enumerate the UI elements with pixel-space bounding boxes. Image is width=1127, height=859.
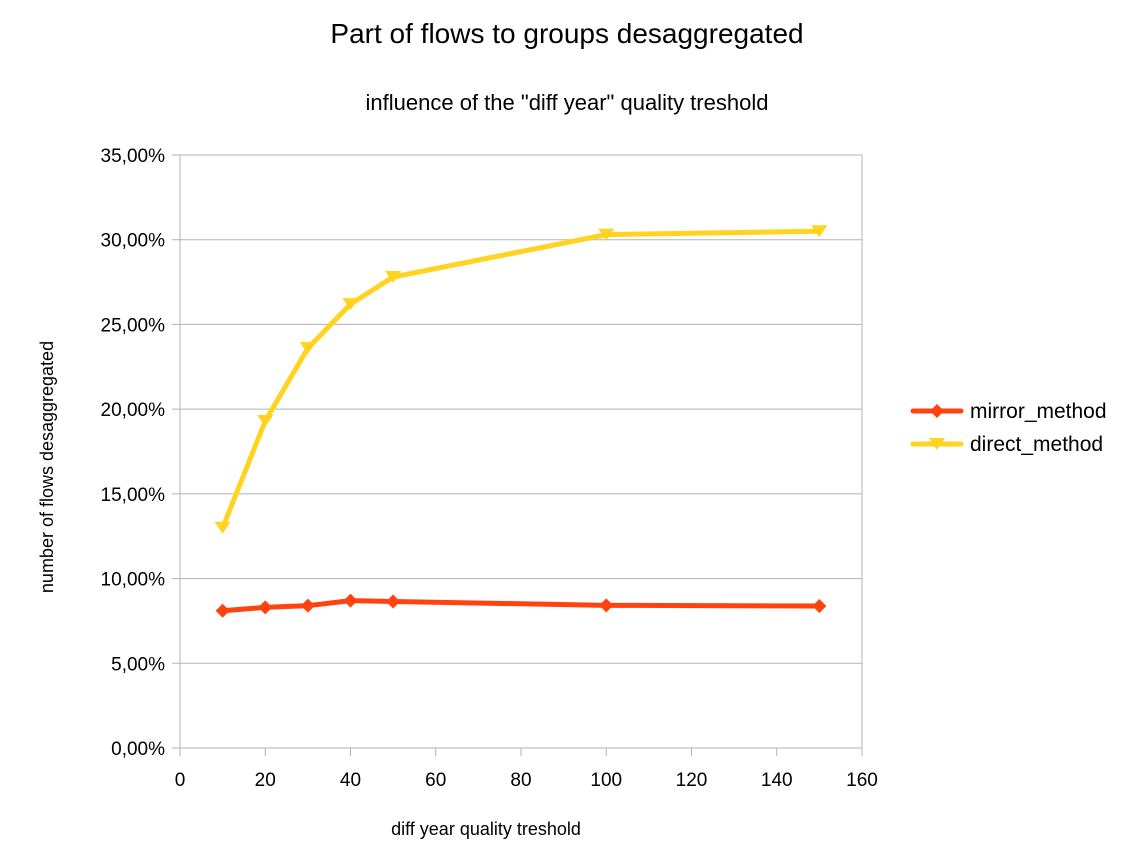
- direct-method-line: [220, 228, 822, 531]
- x-tick-label: 0: [175, 770, 186, 791]
- legend-swatch-marker: [930, 404, 944, 418]
- x-axis-label: diff year quality treshold: [391, 819, 581, 839]
- plot-grid: [172, 154, 863, 756]
- mirror-method-point: [215, 603, 230, 618]
- y-axis-ticks: 0,00% 5,00% 10,00% 15,00% 20,00% 25,00% 30,00%…: [101, 146, 166, 760]
- direct-method-point: [257, 415, 274, 428]
- direct-method-point: [342, 298, 359, 311]
- mirror-method-point: [812, 599, 827, 614]
- mirror-method-point: [599, 598, 614, 613]
- y-tick-label: 10,00%: [101, 570, 166, 591]
- x-tick-label: 40: [340, 770, 361, 791]
- x-tick-label: 100: [590, 770, 622, 791]
- mirror-method-point: [300, 598, 315, 613]
- y-tick-label: 5,00%: [111, 654, 165, 675]
- y-tick-label: 15,00%: [101, 485, 166, 506]
- mirror-method-point: [343, 593, 358, 608]
- mirror-method-point: [386, 594, 401, 609]
- chart-subtitle: influence of the "diff year" quality tre…: [366, 90, 769, 115]
- x-tick-label: 160: [846, 770, 878, 791]
- direct-method-point: [299, 342, 316, 355]
- direct-method-point: [811, 225, 828, 238]
- legend-label: direct_method: [970, 433, 1103, 456]
- legend-item-direct-method: direct_method: [910, 433, 1103, 456]
- direct-method-point: [214, 521, 231, 534]
- y-tick-label: 30,00%: [101, 231, 166, 252]
- legend-label: mirror_method: [970, 400, 1107, 423]
- series-layer: [214, 225, 828, 618]
- x-tick-label: 140: [761, 770, 793, 791]
- direct-method-point: [385, 270, 402, 283]
- legend: mirror_method direct_method: [910, 400, 1107, 456]
- mirror-method-point: [258, 600, 273, 615]
- series-mirror-method: [215, 593, 827, 618]
- x-tick-label: 20: [255, 770, 276, 791]
- y-axis-label: number of flows desaggregated: [37, 341, 57, 593]
- x-tick-label: 60: [425, 770, 446, 791]
- direct-method-point: [598, 228, 615, 241]
- x-tick-label: 80: [510, 770, 531, 791]
- x-tick-label: 120: [676, 770, 708, 791]
- y-tick-label: 20,00%: [101, 400, 166, 421]
- chart-title: Part of flows to groups desaggregated: [330, 18, 803, 49]
- x-axis-ticks: 0 20 40 60 80 100 120 140 160: [175, 770, 878, 791]
- y-tick-label: 35,00%: [101, 146, 166, 167]
- y-tick-label: 25,00%: [101, 315, 166, 336]
- legend-item-mirror-method: mirror_method: [910, 400, 1107, 423]
- y-tick-label: 0,00%: [111, 739, 165, 760]
- legend-swatch-marker: [929, 438, 945, 450]
- series-direct-method: [214, 225, 828, 534]
